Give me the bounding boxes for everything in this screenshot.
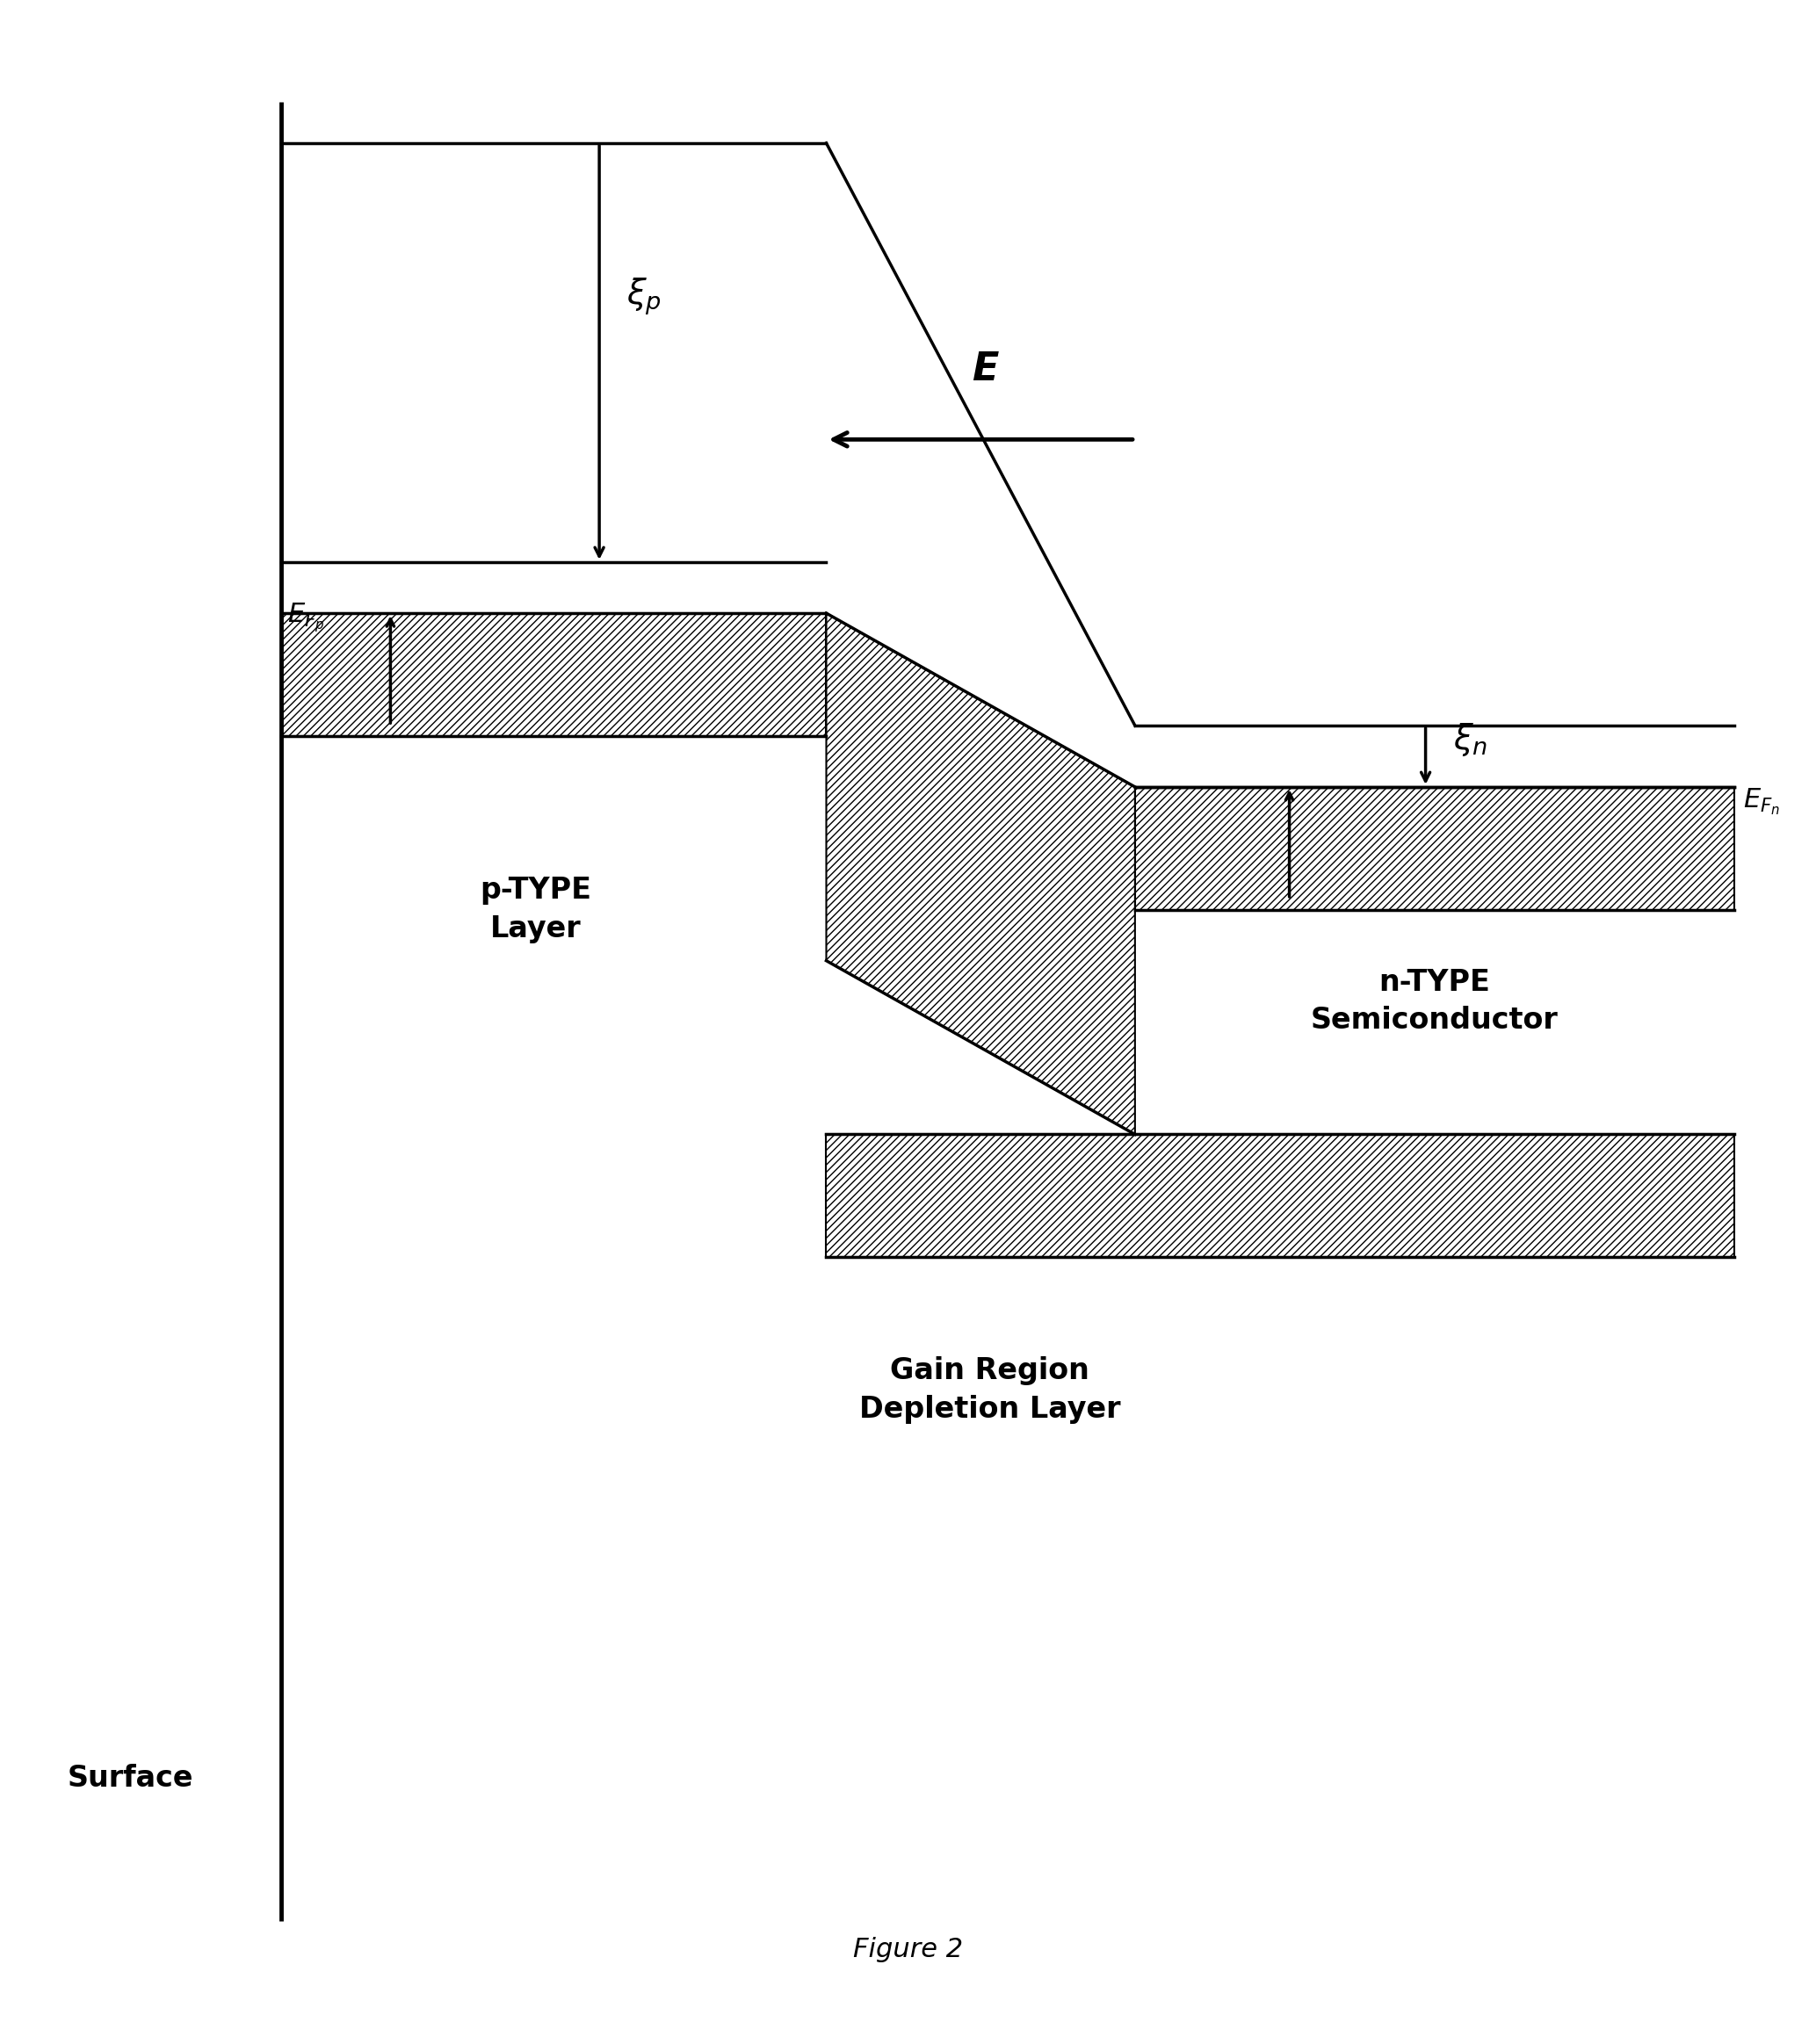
Polygon shape <box>826 1134 1734 1257</box>
Text: $E_{F_p}$: $E_{F_p}$ <box>287 601 325 634</box>
Text: Gain Region
Depletion Layer: Gain Region Depletion Layer <box>859 1357 1120 1423</box>
Text: $E_{F_n}$: $E_{F_n}$ <box>1743 787 1780 816</box>
Polygon shape <box>826 613 1135 1134</box>
Text: $\xi_n$: $\xi_n$ <box>1453 722 1487 758</box>
Polygon shape <box>1135 787 1734 910</box>
Text: $\boldsymbol{E}$: $\boldsymbol{E}$ <box>972 352 999 388</box>
Text: $\xi_p$: $\xi_p$ <box>627 276 661 317</box>
Text: p-TYPE
Layer: p-TYPE Layer <box>479 877 592 942</box>
Text: n-TYPE
Semiconductor: n-TYPE Semiconductor <box>1311 969 1558 1034</box>
Text: Figure 2: Figure 2 <box>854 1938 962 1962</box>
Text: Surface: Surface <box>67 1764 194 1793</box>
Polygon shape <box>281 613 826 736</box>
